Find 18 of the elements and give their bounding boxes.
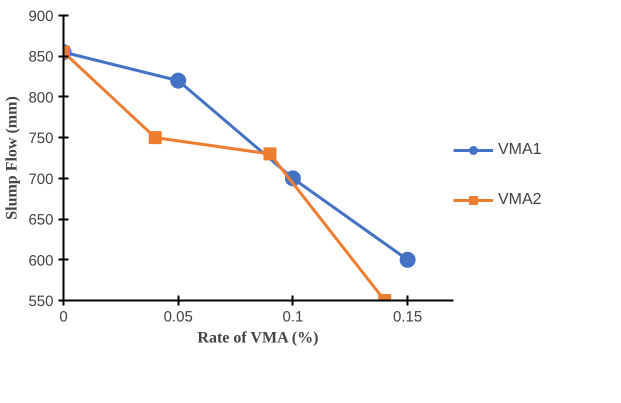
x-tick-label: 0: [59, 308, 68, 326]
y-tick-label: 750: [28, 130, 54, 148]
x-tick-label: 0.1: [282, 308, 304, 326]
y-axis-title: Slump Flow (mm): [3, 96, 20, 220]
x-tick-label: 0.05: [164, 308, 193, 326]
y-tick-label: 600: [28, 252, 54, 270]
y-tick-label: 650: [28, 212, 54, 229]
y-tick-label: 550: [28, 293, 54, 310]
legend-label: VMA2: [498, 191, 542, 209]
x-axis-title: Rate of VMA (%): [197, 330, 318, 346]
y-tick-label: 800: [28, 89, 54, 106]
legend-label: VMA1: [498, 141, 542, 159]
y-tick-label: 850: [28, 48, 54, 66]
y-tick-label: 900: [28, 8, 54, 25]
point: [170, 72, 186, 89]
y-tick-label: 700: [28, 170, 54, 188]
x-tick-label: 0.15: [393, 308, 422, 326]
point: [263, 147, 276, 160]
